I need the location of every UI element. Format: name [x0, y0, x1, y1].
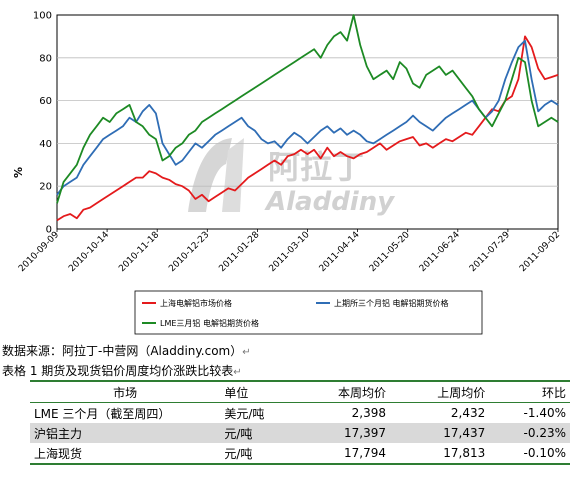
y-tick-label: 20 [39, 182, 52, 193]
table-header-row: 市场 单位 本周均价 上周均价 环比 [30, 380, 570, 403]
x-tick-label: 2011-07-29 [468, 230, 512, 274]
paragraph-mark-icon: ↵ [233, 367, 242, 378]
header-last-week: 上周均价 [389, 380, 490, 403]
cell-unit: 元/吨 [220, 423, 291, 443]
data-source-note: 数据来源：阿拉丁-中营网（Aladdiny.com）↵ [2, 342, 251, 359]
header-unit: 单位 [220, 380, 291, 403]
cell-this-week: 17,397 [290, 423, 390, 443]
series-line-shfe-3m [56, 39, 559, 196]
x-tick-label: 2011-04-14 [318, 230, 362, 274]
data-source-text: 数据来源：阿拉丁-中营网（Aladdiny.com） [2, 344, 243, 358]
watermark-cn: 阿拉丁 [268, 148, 364, 186]
cell-this-week: 17,794 [290, 443, 390, 465]
x-tick-label: 2011-09-02 [518, 230, 562, 274]
table-caption-text: 表格 1 期货及现货铝价周度均价涨跌比较表 [2, 364, 234, 378]
table-row: 上海现货 元/吨 17,794 17,813 -0.10% [30, 443, 570, 465]
y-tick-label: 100 [33, 11, 52, 22]
x-tick-label: 2011-03-10 [268, 230, 312, 274]
x-axis-ticks: 2010-09-09 2010-10-14 2010-11-18 2010-12-23… [17, 229, 562, 274]
series-line-lme-3m [56, 14, 559, 204]
legend: 上海电解铝市场价格 上期所三个月铝 电解铝期货价格 LME三月铝 电解铝期货价格 [134, 290, 483, 335]
cell-this-week: 2,398 [351, 406, 386, 420]
table-row: 沪铝主力 元/吨 17,397 17,437 -0.23% [30, 423, 570, 443]
legend-box [134, 290, 483, 335]
series-line-shanghai-spot [56, 35, 559, 222]
y-tick-label: 0 [46, 225, 52, 236]
table-row: LME 三个月（截至周四） 美元/吨 2,398 2,432 -1.40% [30, 403, 570, 424]
cell-market: 上海现货 [30, 443, 221, 465]
cell-last-week: 17,437 [389, 423, 490, 443]
x-tick-label: 2010-10-14 [67, 230, 111, 274]
y-axis-label: % [12, 167, 25, 178]
x-tick-label: 2010-11-18 [117, 230, 161, 274]
cell-market: LME 三个月（截至周四） [34, 406, 171, 421]
cell-change: -0.23% [489, 423, 570, 443]
cell-unit: 元/吨 [220, 443, 291, 465]
legend-label-shanghai-spot: 上海电解铝市场价格 [160, 298, 232, 308]
price-comparison-table: 市场 单位 本周均价 上周均价 环比 LME 三个月（截至周四） 美元/吨 2,… [30, 380, 570, 465]
x-tick-label: 2010-12-23 [167, 230, 211, 274]
watermark-logo: 阿拉丁 Aladdiny [188, 138, 395, 217]
x-tick-label: 2010-09-09 [17, 230, 61, 274]
header-change: 环比 [489, 380, 570, 403]
x-tick-label: 2011-06-24 [418, 230, 462, 274]
watermark-en: Aladdiny [264, 187, 395, 217]
cell-last-week: 17,813 [389, 443, 490, 465]
legend-label-shfe-3m: 上期所三个月铝 电解铝期货价格 [334, 298, 449, 308]
legend-label-lme-3m: LME三月铝 电解铝期货价格 [160, 318, 259, 328]
y-tick-label: 60 [39, 96, 52, 107]
paragraph-mark-icon: ↵ [242, 347, 251, 358]
header-this-week: 本周均价 [290, 380, 390, 403]
table-caption: 表格 1 期货及现货铝价周度均价涨跌比较表↵ [2, 362, 242, 379]
x-tick-label: 2011-01-28 [217, 230, 261, 274]
cell-unit: 美元/吨 [224, 406, 265, 421]
cell-last-week: 2,432 [450, 406, 486, 420]
cell-change: -1.40% [523, 406, 566, 420]
y-tick-label: 80 [39, 53, 52, 64]
cell-market: 沪铝主力 [30, 423, 221, 443]
header-market: 市场 [30, 380, 221, 403]
y-tick-label: 40 [39, 139, 52, 150]
cell-change: -0.10% [489, 443, 570, 465]
x-tick-label: 2011-05-20 [368, 230, 412, 274]
y-axis-ticks: 0 20 40 60 80 100 [33, 11, 52, 236]
series-layer [56, 14, 559, 222]
